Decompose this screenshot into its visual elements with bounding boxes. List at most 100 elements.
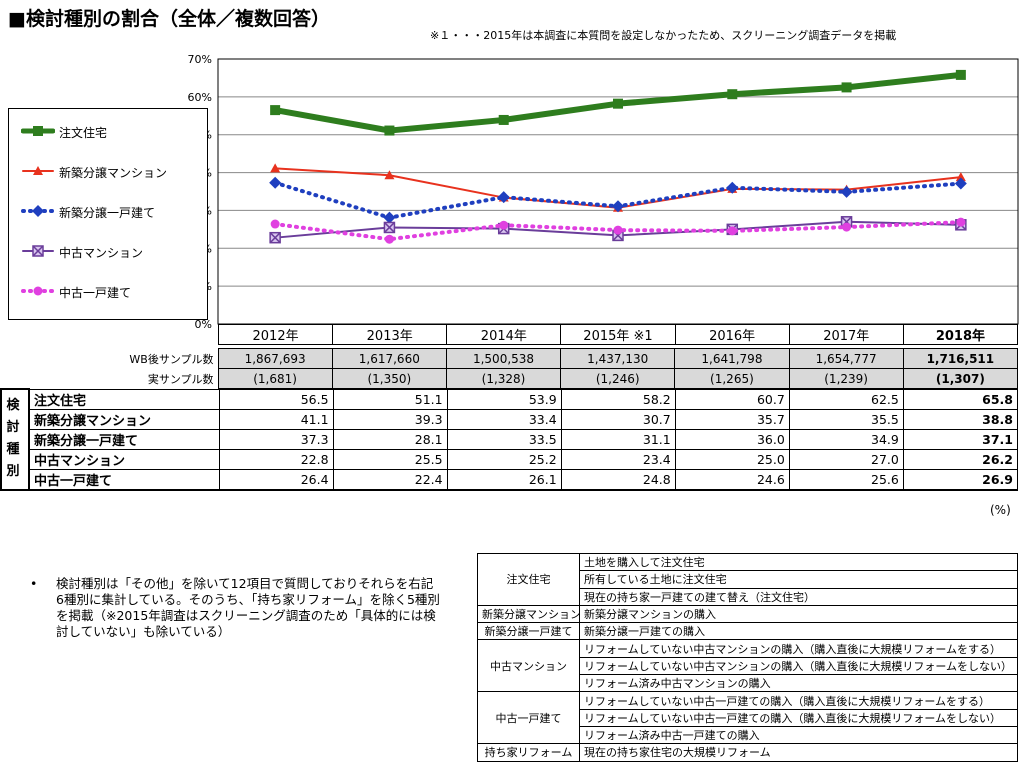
page-title: ■検討種別の割合（全体／複数回答）	[8, 8, 330, 30]
value-cell: 65.8	[902, 388, 1019, 410]
definition-category: 持ち家リフォーム	[477, 743, 580, 762]
data-point	[955, 172, 966, 182]
wb-sample-cell: 1,437,130	[560, 348, 676, 369]
data-point	[613, 98, 623, 109]
value-cell: 53.9	[446, 388, 562, 410]
definition-category: 新築分譲マンション	[477, 604, 580, 624]
legend-label: 中古マンション	[59, 246, 144, 260]
data-point	[612, 200, 624, 213]
data-point	[383, 221, 396, 234]
definition-item: 所有している土地に注文住宅	[579, 570, 1018, 589]
value-cell: 26.2	[902, 448, 1019, 470]
legend-label: 注文住宅	[59, 126, 108, 140]
value-cell: 33.4	[446, 408, 562, 430]
definition-row: リフォームしていない中古マンションの購入（購入直後に大規模リフォームをしない）	[478, 656, 1018, 676]
real-sample-cell: (1,350)	[331, 368, 447, 389]
chart-legend: 注文住宅新築分譲マンション 新築分譲一戸建て 中古マンション 中古一戸建て	[8, 108, 208, 320]
value-cell: 22.8	[218, 448, 334, 470]
data-point	[269, 176, 282, 189]
legend-item-3: 新築分譲一戸建て	[9, 201, 207, 221]
legend-label: 中古一戸建て	[59, 286, 132, 300]
definition-row: 中古一戸建て リフォームしていない中古一戸建ての購入（購入直後に大規模リフォームを…	[477, 691, 1018, 745]
real-sample-cell: (1,681)	[217, 368, 333, 389]
year-header: 2016年	[674, 324, 790, 345]
value-cell: 30.7	[560, 408, 676, 430]
table-row: 中古一戸建て 26.4 22.4 26.1 24.8 24.6 25.6 26.9	[1, 468, 1019, 491]
value-cell: 33.5	[446, 428, 562, 450]
data-point	[727, 226, 737, 236]
value-cell: 31.1	[560, 428, 676, 450]
row-label: 新築分譲マンション	[28, 408, 220, 430]
definition-item: 新築分譲一戸建ての購入	[579, 622, 1018, 641]
unit-label: (%)	[990, 503, 1011, 517]
data-point	[270, 163, 281, 173]
legend-item-2: 新築分譲マンション	[9, 161, 207, 181]
table-row: 中古マンション 22.8 25.5 25.2 23.4 25.0 27.0 26.2	[1, 448, 1019, 470]
year-header: 2015年 ※1	[560, 324, 676, 345]
row-label: 新築分譲一戸建て	[28, 428, 220, 450]
value-cell: 58.2	[560, 388, 676, 410]
value-cell: 24.8	[560, 468, 676, 491]
wb-sample-cell: 1,500,538	[445, 348, 562, 369]
value-cell: 23.4	[560, 448, 676, 470]
value-cell: 25.2	[446, 448, 562, 470]
bullet-note: • 検討種別は「その他」を除いて12項目で質問しておりそれらを右記6種別に集計し…	[30, 576, 440, 640]
definition-row: リフォームしていない中古一戸建ての購入（購入直後に大規模リフォームをしない）	[478, 708, 1018, 727]
year-header: 2017年	[788, 324, 904, 345]
value-cell: 39.3	[332, 408, 448, 430]
definition-item: リフォーム済み中古一戸建ての購入	[579, 725, 1018, 745]
data-point	[384, 234, 394, 244]
data-point-cross	[383, 221, 395, 233]
definition-category: 新築分譲一戸建て	[477, 622, 580, 641]
legend-label: 新築分譲マンション	[59, 166, 168, 180]
value-cell: 22.4	[332, 468, 448, 491]
definition-item: 土地を購入して注文住宅	[579, 552, 1018, 572]
data-point	[497, 191, 510, 204]
definition-item: リフォームしていない中古マンションの購入（購入直後に大規模リフォームをする）	[579, 639, 1018, 658]
data-point-cross	[269, 232, 281, 244]
real-sample-cell: (1,239)	[788, 368, 904, 389]
value-cell: 25.0	[674, 448, 790, 470]
definition-row: 新築分譲マンション 新築分譲マンションの購入	[477, 604, 1018, 624]
row-label: 中古一戸建て	[28, 468, 220, 491]
definition-row: リフォーム済み中古一戸建ての購入	[478, 725, 1018, 745]
legend-swatch	[22, 245, 54, 257]
value-cell: 26.1	[446, 468, 562, 491]
chart-note: ※１・・・2015年は本調査に本質問を設定しなかったため、スクリーニング調査デー…	[430, 29, 897, 42]
y-tick-label: 70%	[188, 53, 212, 66]
definition-category: 中古マンション	[477, 639, 580, 693]
definition-row: 持ち家リフォーム 現在の持ち家住宅の大規模リフォーム	[477, 743, 1018, 762]
year-header-table: 2012年 2013年 2014年 2015年 ※1 2016年 2017年 2018年	[217, 324, 1019, 345]
value-cell: 25.6	[788, 468, 904, 491]
year-header: 2012年	[217, 324, 334, 345]
data-point	[32, 205, 44, 217]
value-cell: 26.9	[902, 468, 1019, 491]
data-point	[32, 245, 44, 257]
legend-swatch	[21, 286, 55, 296]
table-row: 新築分譲マンション 41.1 39.3 33.4 30.7 35.7 35.5 38.8	[1, 408, 1019, 430]
real-sample-label: 実サンプル数	[0, 368, 218, 389]
legend-label: 新築分譲一戸建て	[59, 206, 156, 220]
value-cell: 62.5	[788, 388, 904, 410]
data-point	[954, 177, 967, 190]
definition-item: リフォームしていない中古一戸建ての購入（購入直後に大規模リフォームをする）	[579, 691, 1018, 710]
definition-table: 注文住宅 土地を購入して注文住宅 所有している土地に注文住宅 現在の持ち家一戸建ての建…	[477, 552, 1018, 762]
bullet-marker: •	[30, 576, 38, 591]
legend-swatch	[21, 205, 55, 217]
bullet-text: 検討種別は「その他」を除いて12項目で質問しておりそれらを右記6種別に集計してい…	[56, 576, 440, 639]
value-cell: 60.7	[674, 388, 790, 410]
definition-item: リフォームしていない中古マンションの購入（購入直後に大規模リフォームをしない）	[579, 656, 1018, 676]
data-point	[384, 125, 395, 136]
real-sample-cell: (1,265)	[674, 368, 790, 389]
data-point	[841, 82, 852, 93]
value-cell: 35.7	[674, 408, 790, 430]
wb-sample-cell: 1,641,798	[674, 348, 790, 369]
value-cell: 28.1	[332, 428, 448, 450]
sample-table: WB後サンプル数 1,867,693 1,617,660 1,500,538 1,437…	[0, 348, 1019, 389]
data-point	[613, 225, 623, 235]
data-point	[270, 219, 280, 229]
definition-item: 現在の持ち家住宅の大規模リフォーム	[579, 743, 1018, 762]
value-cell: 26.4	[218, 468, 334, 491]
value-cell: 37.3	[218, 428, 334, 450]
wb-sample-cell: 1,867,693	[217, 348, 333, 369]
